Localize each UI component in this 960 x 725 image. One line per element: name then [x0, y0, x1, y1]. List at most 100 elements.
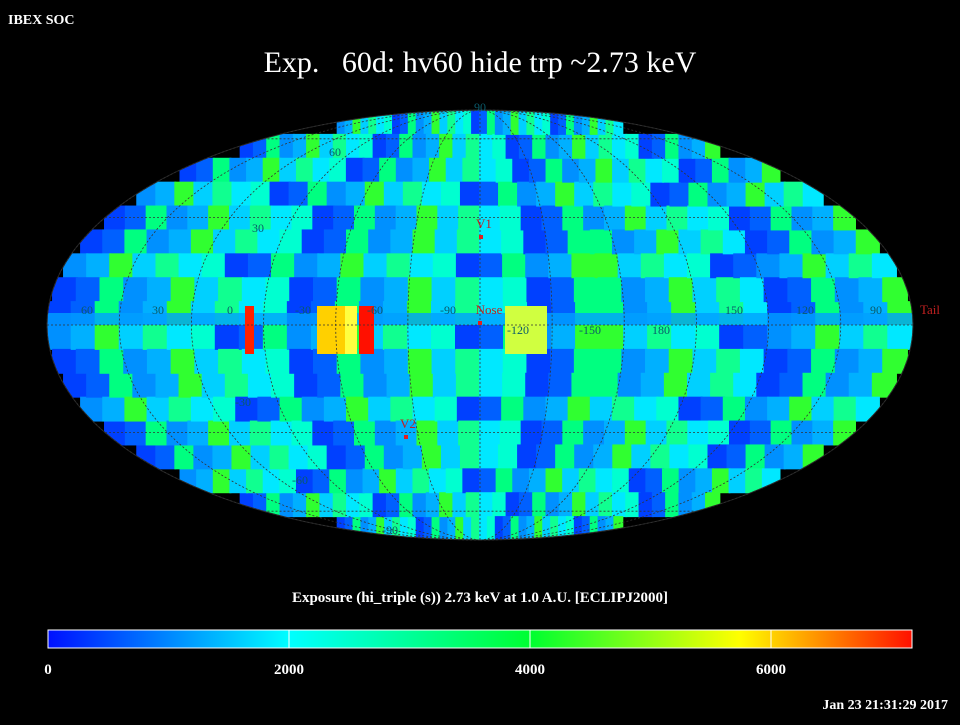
sky-pixel	[574, 444, 596, 470]
sky-pixel	[395, 468, 415, 494]
sky-pixel	[340, 372, 366, 398]
latitude-label: -90	[382, 523, 398, 537]
sky-pixel	[764, 181, 786, 207]
sky-pixel	[412, 492, 428, 518]
sky-pixel	[136, 181, 158, 207]
sky-pixel	[567, 396, 592, 422]
longitude-label: -120	[507, 323, 529, 337]
sky-pixel	[611, 133, 628, 159]
sky-pixel	[247, 372, 274, 398]
sky-pixel	[572, 492, 588, 518]
sky-pixel	[291, 420, 315, 446]
sky-pixel	[545, 492, 561, 518]
sky-pixel	[518, 516, 529, 540]
sky-pixel	[307, 181, 329, 207]
sky-pixel	[502, 253, 528, 279]
longitude-label: 90	[870, 303, 882, 317]
sky-pixel	[811, 348, 837, 374]
sky-pixel	[376, 516, 387, 540]
sky-pixel	[463, 110, 474, 135]
colorbar-tick-label: 4000	[515, 662, 545, 678]
sky-pixel	[479, 444, 501, 470]
sky-pixel	[364, 444, 386, 470]
sky-pixel	[707, 444, 729, 470]
sky-pixel	[802, 181, 824, 207]
sky-pixel	[678, 492, 694, 518]
sky-pixel	[155, 181, 177, 207]
sky-pixel	[787, 348, 814, 374]
sky-pixel	[708, 420, 731, 446]
sky-pixel	[142, 325, 169, 350]
sky-pixel	[250, 181, 272, 207]
sky-pixel	[705, 133, 721, 159]
sky-pixel	[402, 444, 424, 470]
sky-pixel	[213, 229, 238, 255]
sky-pixel	[578, 468, 598, 494]
sky-pixel	[613, 110, 624, 135]
sky-pixel	[479, 229, 504, 255]
sky-pixel	[447, 110, 458, 135]
sky-pixel	[638, 492, 654, 518]
sky-pixel	[855, 229, 880, 255]
sky-pixel	[193, 181, 215, 207]
colorbar-tick-label: 0	[44, 662, 52, 678]
sky-pixel	[611, 396, 637, 422]
sky-pixel	[390, 396, 415, 422]
sky-pixel	[613, 516, 624, 540]
sky-pixel	[562, 420, 586, 446]
latitude-label: 60	[329, 145, 341, 159]
sky-pixel	[346, 133, 362, 159]
sky-pixel	[99, 348, 126, 374]
sky-pixel	[432, 253, 458, 279]
sky-pixel	[498, 444, 520, 470]
sky-pixel	[333, 205, 357, 231]
sky-pixel	[545, 396, 570, 422]
colorbar-tick-label: 6000	[756, 662, 786, 678]
sky-pixel	[187, 420, 211, 446]
sky-pixel	[583, 420, 606, 446]
sky-pixel	[645, 348, 671, 374]
sky-pixel	[739, 348, 766, 374]
sky-pixel	[218, 348, 244, 374]
sky-pixel	[745, 181, 767, 207]
sky-pixel	[574, 181, 596, 207]
sky-pixel	[345, 157, 365, 183]
sky-pixel	[452, 492, 468, 518]
sky-pixel	[136, 444, 158, 470]
sky-pixel	[399, 492, 415, 518]
sky-pixel	[360, 516, 371, 540]
sky-pixel	[779, 253, 805, 279]
sky-pixel	[415, 516, 426, 540]
sky-pixel	[409, 372, 435, 398]
sky-pixel	[288, 444, 310, 470]
sky-pixel	[573, 277, 600, 303]
sky-pixel	[733, 372, 759, 398]
sky-pixel	[532, 492, 548, 518]
sky-pixel	[545, 133, 561, 159]
sky-pixel	[471, 110, 481, 135]
sky-pixel	[479, 348, 505, 374]
sky-pixel	[429, 157, 448, 183]
sky-pixel	[292, 133, 309, 159]
sky-pixel	[695, 157, 714, 183]
sky-pixel	[429, 468, 448, 494]
sky-pixel	[360, 277, 387, 303]
sky-pixel	[589, 396, 614, 422]
sky-pixel	[279, 492, 295, 518]
sky-pixel	[295, 468, 315, 494]
sky-pixel	[386, 253, 412, 279]
sky-pixel	[212, 157, 232, 183]
sky-pixel	[863, 325, 890, 350]
sky-pixel	[692, 348, 719, 374]
sky-pixel	[239, 133, 255, 159]
sky-pixel	[612, 181, 634, 207]
sky-pixel	[291, 205, 315, 231]
sky-pixel	[395, 420, 419, 446]
sky-pixel	[848, 372, 874, 398]
sky-pixel	[269, 444, 291, 470]
sky-pixel	[379, 468, 398, 494]
sky-pixel	[565, 110, 576, 135]
sky-pixel	[700, 396, 725, 422]
sky-pixel	[612, 157, 631, 183]
